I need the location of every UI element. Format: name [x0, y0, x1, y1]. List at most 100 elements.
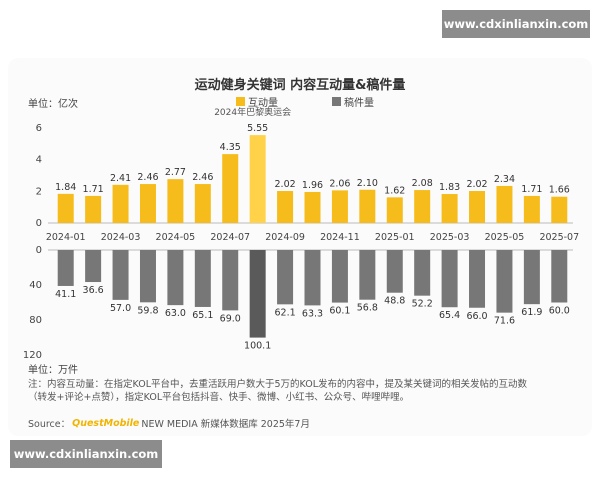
article-bar — [85, 250, 102, 283]
interaction-bar — [414, 190, 431, 223]
interaction-bar — [167, 179, 184, 223]
interaction-value-label: 1.83 — [439, 182, 460, 193]
x-tick-label: 2024-03 — [101, 232, 141, 243]
article-bar — [523, 250, 540, 305]
article-value-label: 69.0 — [220, 313, 241, 324]
article-value-label: 71.6 — [494, 316, 515, 327]
article-bar — [359, 250, 376, 300]
article-bar — [304, 250, 321, 306]
legend-item-interactions: 互动量 — [236, 94, 278, 109]
top-y-tick-label: 6 — [36, 123, 42, 134]
source-line: Source： QuestMobile NEW MEDIA 新媒体数据库 202… — [28, 416, 310, 431]
interaction-value-label: 1.66 — [549, 185, 570, 196]
interaction-value-label: 2.06 — [329, 178, 350, 189]
x-tick-label: 2024-11 — [320, 232, 360, 243]
interaction-bar — [469, 191, 486, 223]
x-tick-label: 2025-05 — [485, 232, 525, 243]
article-bar — [414, 250, 431, 296]
interaction-value-label: 2.08 — [412, 178, 433, 189]
legend-swatch-interactions — [236, 97, 245, 106]
article-value-label: 62.1 — [275, 307, 296, 318]
unit-top: 单位：亿次 — [28, 99, 78, 110]
legend-label-interactions: 互动量 — [248, 98, 278, 109]
article-bar — [386, 250, 403, 293]
chart-card — [8, 58, 592, 436]
article-bar — [249, 250, 266, 338]
bottom-y-tick-label: 0 — [36, 245, 42, 256]
interaction-bar — [359, 189, 376, 223]
unit-bottom: 单位：万件 — [28, 365, 78, 376]
x-tick-label: 2024-05 — [156, 232, 196, 243]
bottom-y-tick-label: 80 — [29, 315, 42, 326]
article-value-label: 100.1 — [244, 341, 271, 352]
article-value-label: 66.0 — [466, 311, 487, 322]
article-bar — [167, 250, 184, 306]
article-value-label: 60.1 — [329, 306, 350, 317]
interaction-value-label: 1.84 — [55, 182, 76, 193]
top-y-tick-label: 0 — [36, 218, 42, 229]
interaction-bar — [304, 191, 321, 223]
interaction-bar — [194, 184, 211, 223]
interaction-bar — [85, 195, 102, 223]
source-prefix: Source： — [28, 419, 71, 430]
interaction-value-label: 2.77 — [165, 167, 186, 178]
x-tick-label: 2024-09 — [265, 232, 305, 243]
interaction-bar — [249, 135, 266, 223]
interaction-bar — [496, 185, 513, 223]
article-bar — [194, 250, 211, 307]
article-value-label: 52.2 — [412, 299, 433, 310]
interaction-value-label: 2.41 — [110, 173, 131, 184]
footnote: 注：内容互动量：在指定KOL平台中，去重活跃用户数大于5万的KOL发布的内容中，… — [28, 378, 568, 404]
watermark-top: www.cdxinlianxin.com — [442, 10, 590, 38]
article-value-label: 57.0 — [110, 303, 131, 314]
article-bar — [277, 250, 294, 305]
article-bar — [139, 250, 156, 303]
source-brand-logo: QuestMobile — [72, 417, 140, 429]
article-bar — [222, 250, 239, 311]
interaction-value-label: 2.34 — [494, 174, 515, 185]
article-value-label: 41.1 — [55, 289, 76, 300]
x-tick-label: 2025-03 — [430, 232, 470, 243]
interaction-value-label: 2.02 — [275, 179, 296, 190]
article-value-label: 56.8 — [357, 303, 378, 314]
article-bar — [441, 250, 458, 308]
olympics-annotation: 2024年巴黎奥运会 — [214, 106, 291, 118]
legend-label-articles: 稿件量 — [344, 98, 374, 109]
interaction-value-label: 5.55 — [247, 123, 268, 134]
interaction-value-label: 1.71 — [521, 184, 542, 195]
interaction-value-label: 1.62 — [384, 185, 405, 196]
interaction-bar — [139, 184, 156, 223]
interaction-value-label: 1.96 — [302, 180, 323, 191]
article-value-label: 65.1 — [192, 310, 213, 321]
bottom-y-tick-label: 40 — [29, 280, 42, 291]
article-bar — [496, 250, 513, 313]
x-tick-label: 2025-07 — [539, 232, 579, 243]
interaction-bar — [441, 194, 458, 223]
interaction-bar — [523, 195, 540, 223]
interaction-bar — [222, 154, 239, 223]
interaction-value-label: 2.46 — [192, 172, 213, 183]
article-bar — [57, 250, 74, 286]
legend-swatch-articles — [332, 97, 341, 106]
interaction-bar — [277, 191, 294, 223]
article-bar — [551, 250, 568, 303]
top-y-tick-label: 4 — [36, 155, 42, 166]
legend-item-articles: 稿件量 — [332, 94, 374, 109]
watermark-bottom: www.cdxinlianxin.com — [10, 440, 162, 468]
x-tick-label: 2024-07 — [210, 232, 250, 243]
interaction-value-label: 2.10 — [357, 178, 378, 189]
x-tick-label: 2024-01 — [46, 232, 86, 243]
article-value-label: 63.0 — [165, 308, 186, 319]
interaction-value-label: 2.46 — [137, 172, 158, 183]
top-y-tick-label: 2 — [36, 186, 42, 197]
article-bar — [469, 250, 486, 308]
interaction-bar — [386, 197, 403, 223]
bottom-y-tick-label: 120 — [23, 350, 42, 361]
interaction-bar — [112, 184, 129, 223]
interaction-bar — [57, 193, 74, 223]
interaction-bar — [551, 196, 568, 223]
article-value-label: 48.8 — [384, 296, 405, 307]
article-value-label: 65.4 — [439, 310, 460, 321]
x-tick-label: 2025-01 — [375, 232, 415, 243]
article-value-label: 61.9 — [521, 307, 542, 318]
